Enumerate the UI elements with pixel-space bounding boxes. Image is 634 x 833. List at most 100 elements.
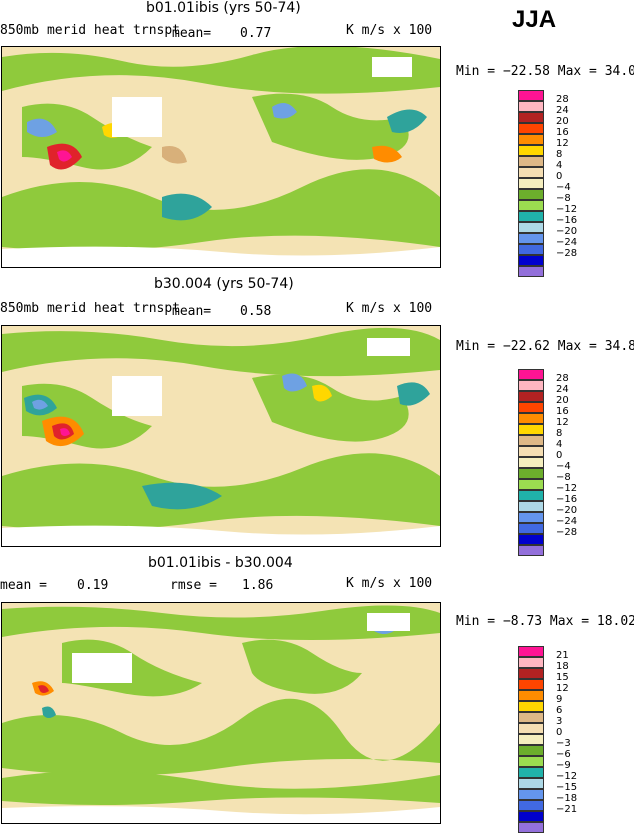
legend-swatch	[518, 402, 544, 413]
legend-tick-label: −6	[556, 749, 571, 760]
legend-swatch	[518, 369, 544, 380]
legend-tick-label: 18	[556, 661, 569, 672]
legend-tick-label: 12	[556, 417, 569, 428]
legend-swatch	[518, 167, 544, 178]
legend-swatch	[518, 391, 544, 402]
legend-swatch	[518, 468, 544, 479]
legend-tick-label: 0	[556, 450, 563, 461]
legend-swatch	[518, 767, 544, 778]
legend-tick-label: −8	[556, 193, 571, 204]
legend-swatch	[518, 435, 544, 446]
panel-3-title: b01.01ibis - b30.004	[148, 555, 293, 571]
panel-1-title: b01.01ibis (yrs 50-74)	[146, 0, 301, 16]
panel-1-mean-label: mean=	[172, 26, 212, 41]
legend-tick-label: −21	[556, 804, 578, 815]
legend-swatch	[518, 189, 544, 200]
panel-3-mean-label: mean =	[0, 578, 47, 593]
legend-swatch	[518, 800, 544, 811]
legend-tick-label: −20	[556, 505, 578, 516]
legend-tick-label: 16	[556, 127, 569, 138]
legend-swatch	[518, 380, 544, 391]
panel-2-map-field	[2, 326, 440, 546]
legend-tick-label: 12	[556, 138, 569, 149]
legend-tick-label: 20	[556, 116, 569, 127]
legend-swatch	[518, 457, 544, 468]
legend-tick-label: −4	[556, 182, 571, 193]
panel-3-units: K m/s x 100	[346, 576, 433, 591]
legend-swatch	[518, 811, 544, 822]
panel-2-title: b30.004 (yrs 50-74)	[154, 276, 294, 292]
legend-swatch	[518, 712, 544, 723]
legend-swatch	[518, 413, 544, 424]
legend-swatch	[518, 479, 544, 490]
panel-1-mean-value: 0.77	[240, 26, 272, 41]
legend-swatch	[518, 745, 544, 756]
season-label: JJA	[512, 6, 557, 33]
legend-tick-label: −12	[556, 204, 578, 215]
panel-3-rmse-value: 1.86	[242, 578, 274, 593]
panel-1-units: K m/s x 100	[346, 23, 433, 38]
legend-tick-label: −16	[556, 494, 578, 505]
legend-swatch	[518, 233, 544, 244]
legend-tick-label: −15	[556, 782, 578, 793]
legend-swatch	[518, 668, 544, 679]
legend-tick-label: −24	[556, 237, 578, 248]
panel-3-map-field	[2, 603, 440, 823]
legend-swatch	[518, 156, 544, 167]
panel-3-map	[1, 602, 441, 824]
legend-swatch	[518, 178, 544, 189]
legend-swatch	[518, 244, 544, 255]
legend-swatch	[518, 222, 544, 233]
legend-swatch	[518, 90, 544, 101]
legend-swatch	[518, 723, 544, 734]
legend-swatch	[518, 701, 544, 712]
panel-1-minmax: Min = −22.58 Max = 34.04	[456, 64, 634, 79]
legend-tick-label: −3	[556, 738, 571, 749]
legend-swatch	[518, 512, 544, 523]
legend-tick-label: 0	[556, 171, 563, 182]
panel-2-minmax: Min = −22.62 Max = 34.80	[456, 339, 634, 354]
legend-tick-label: 6	[556, 705, 563, 716]
legend-tick-label: 8	[556, 428, 563, 439]
legend-tick-label: −12	[556, 483, 578, 494]
legend-swatch	[518, 145, 544, 156]
legend-swatch	[518, 679, 544, 690]
legend-tick-label: −8	[556, 472, 571, 483]
legend-tick-label: −28	[556, 248, 578, 259]
legend-tick-label: 4	[556, 439, 563, 450]
legend-swatch	[518, 690, 544, 701]
panel-3-mean-value: 0.19	[77, 578, 109, 593]
legend-swatch	[518, 266, 544, 277]
legend-tick-label: 3	[556, 716, 563, 727]
panel-2-units: K m/s x 100	[346, 301, 433, 316]
panel-1-map-field	[2, 47, 440, 267]
panel-3-rmse-label: rmse =	[170, 578, 217, 593]
legend-swatch	[518, 545, 544, 556]
legend-swatch	[518, 200, 544, 211]
legend-swatch	[518, 255, 544, 266]
panel-3-minmax: Min = −8.73 Max = 18.02	[456, 614, 634, 629]
legend-tick-label: 20	[556, 395, 569, 406]
panel-2-field-label: 850mb merid heat trnspt	[0, 301, 181, 316]
legend-tick-label: 24	[556, 384, 569, 395]
panel-2-mean-value: 0.58	[240, 304, 272, 319]
legend-tick-label: 21	[556, 650, 569, 661]
legend-tick-label: −12	[556, 771, 578, 782]
legend-tick-label: −18	[556, 793, 578, 804]
panel-1-map	[1, 46, 441, 268]
legend-tick-label: −16	[556, 215, 578, 226]
legend-swatch	[518, 123, 544, 134]
legend-swatch	[518, 446, 544, 457]
legend-tick-label: 24	[556, 105, 569, 116]
legend-swatch	[518, 101, 544, 112]
legend-swatch	[518, 523, 544, 534]
legend-tick-label: −4	[556, 461, 571, 472]
panel-2-map	[1, 325, 441, 547]
legend-tick-label: 12	[556, 683, 569, 694]
legend-swatch	[518, 657, 544, 668]
legend-swatch	[518, 789, 544, 800]
legend-swatch	[518, 134, 544, 145]
legend-tick-label: 15	[556, 672, 569, 683]
legend-swatch	[518, 490, 544, 501]
legend-tick-label: 9	[556, 694, 563, 705]
